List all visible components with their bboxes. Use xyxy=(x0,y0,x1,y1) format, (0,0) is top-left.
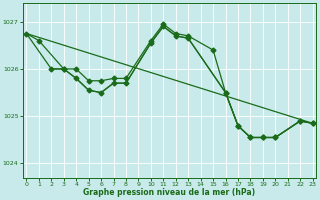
X-axis label: Graphe pression niveau de la mer (hPa): Graphe pression niveau de la mer (hPa) xyxy=(84,188,256,197)
